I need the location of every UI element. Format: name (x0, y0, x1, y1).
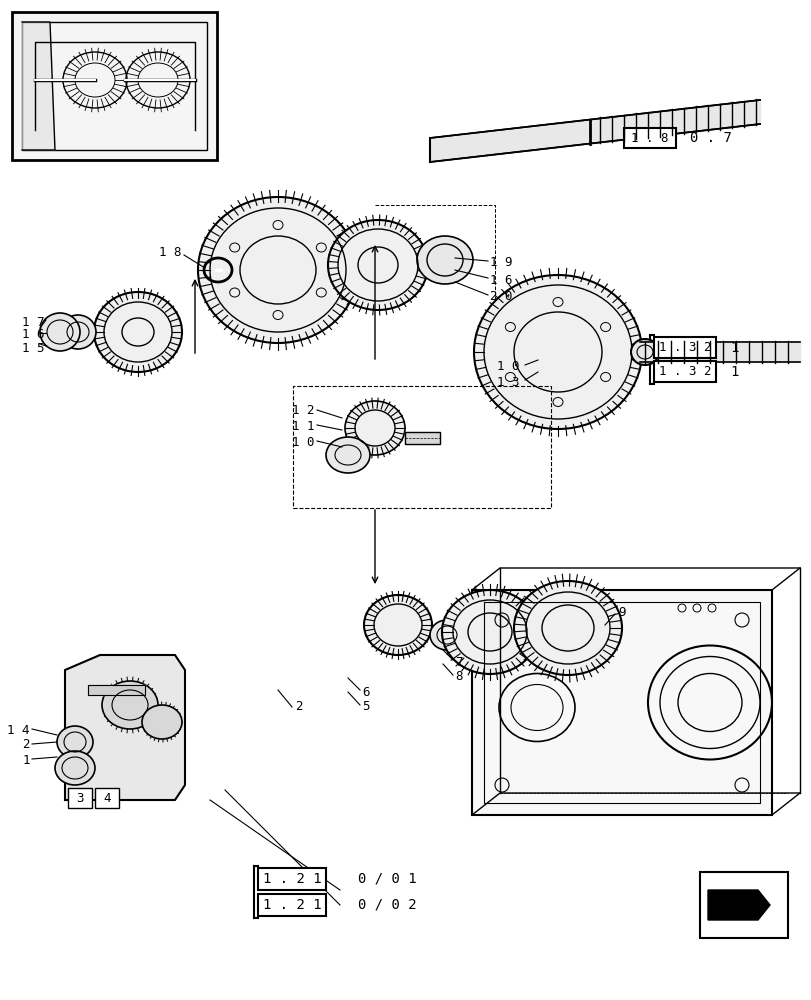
Ellipse shape (328, 220, 427, 310)
Ellipse shape (94, 292, 182, 372)
Bar (471, 590, 771, 815)
Text: 1: 1 (729, 365, 737, 379)
Text: 1 . 8: 1 . 8 (630, 132, 668, 145)
Text: 1 6: 1 6 (489, 273, 512, 286)
Text: 4: 4 (103, 791, 110, 804)
Text: 1 7: 1 7 (22, 316, 45, 328)
Text: 9: 9 (617, 605, 624, 618)
Ellipse shape (363, 595, 431, 655)
Ellipse shape (474, 275, 642, 429)
Text: 1 4: 1 4 (7, 723, 30, 736)
Ellipse shape (40, 313, 80, 351)
Bar (653, 361, 715, 382)
Bar (699, 872, 787, 938)
Text: 1 . 2 1: 1 . 2 1 (263, 872, 321, 886)
Bar (483, 602, 759, 803)
Ellipse shape (513, 581, 621, 675)
Ellipse shape (417, 236, 473, 284)
Polygon shape (22, 22, 55, 150)
Ellipse shape (325, 437, 370, 473)
Text: 1 . 3 2: 1 . 3 2 (658, 365, 710, 378)
Text: 0 / 0 2: 0 / 0 2 (358, 898, 416, 912)
Ellipse shape (60, 315, 96, 349)
Text: 1 9: 1 9 (489, 256, 512, 269)
Text: 1 6: 1 6 (22, 328, 45, 342)
Text: 0 . 7: 0 . 7 (689, 131, 731, 145)
Text: 2 0: 2 0 (489, 290, 512, 304)
Text: 1 8: 1 8 (159, 245, 182, 258)
Ellipse shape (57, 726, 93, 758)
Ellipse shape (345, 401, 405, 455)
Ellipse shape (630, 339, 659, 365)
Text: 7: 7 (454, 656, 462, 668)
Ellipse shape (102, 681, 158, 729)
Ellipse shape (441, 590, 538, 674)
Text: 1 2: 1 2 (292, 403, 315, 416)
Bar (88, 685, 145, 695)
Ellipse shape (198, 197, 358, 343)
Bar (258, 894, 325, 916)
Text: 1 . 3 2: 1 . 3 2 (658, 341, 710, 354)
Bar (68, 788, 92, 808)
Ellipse shape (430, 620, 463, 650)
Text: 3: 3 (76, 791, 84, 804)
Text: 1 0: 1 0 (496, 360, 519, 373)
Text: 6: 6 (362, 686, 369, 698)
Polygon shape (65, 655, 185, 800)
Text: 1 . 2 1: 1 . 2 1 (263, 898, 321, 912)
Bar (12, 12, 217, 160)
Bar (623, 128, 676, 148)
Bar (22, 22, 207, 150)
Bar (293, 386, 551, 508)
Text: 1 3: 1 3 (496, 375, 519, 388)
Polygon shape (707, 890, 769, 920)
Ellipse shape (55, 751, 95, 785)
Bar (653, 337, 715, 358)
Bar (258, 868, 325, 890)
Bar (405, 432, 440, 444)
Text: 8: 8 (454, 670, 462, 684)
Text: 1 1: 1 1 (292, 420, 315, 432)
Text: 1: 1 (23, 754, 30, 766)
Bar (95, 788, 119, 808)
Ellipse shape (142, 705, 182, 739)
Text: 1: 1 (729, 341, 737, 355)
Text: 5: 5 (362, 700, 369, 713)
Text: 2: 2 (23, 738, 30, 752)
Text: 1 5: 1 5 (22, 342, 45, 355)
Text: 1 0: 1 0 (292, 436, 315, 448)
Polygon shape (215, 269, 221, 271)
Text: 2: 2 (294, 700, 303, 713)
Text: 0 / 0 1: 0 / 0 1 (358, 872, 416, 886)
